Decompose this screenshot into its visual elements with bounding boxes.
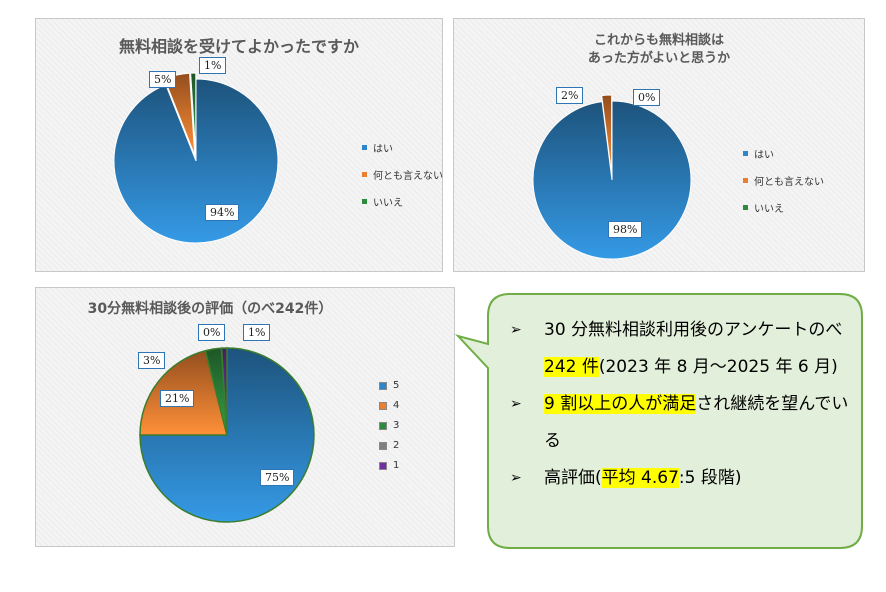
data-label-2: 0% [198, 324, 226, 341]
arrowhead-bullet-icon: ➢ [510, 396, 522, 412]
pie-chart [532, 94, 692, 260]
data-label-yes: 94% [205, 204, 240, 221]
callout-item: ➢ 高評価(平均 4.67:5 段階) [510, 460, 850, 497]
legend-label: 何とも言えない [373, 171, 443, 182]
chart-panel-continuation: これからも無料相談は あった方がよいと思うか 98% 2% 0% はい 何とも言… [453, 18, 865, 272]
legend-item: はい [362, 140, 443, 155]
chart-title: 30分無料相談後の評価（のべ242件） [87, 301, 333, 317]
legend-item: はい [743, 146, 824, 161]
legend-item: 2 [379, 440, 399, 451]
legend-item: いいえ [743, 200, 824, 215]
legend-item: 3 [379, 420, 399, 431]
data-label-5: 75% [260, 469, 295, 486]
legend-item: 何とも言えない [362, 167, 443, 182]
pie-slice-はい [113, 78, 279, 244]
callout-item-text: 30 分無料相談利用後のアンケートのべ 242 件(2023 年 8 月～202… [544, 320, 843, 377]
data-label-yes: 98% [608, 221, 643, 238]
pie-chart [113, 72, 279, 244]
data-label-no: 0% [633, 89, 661, 106]
chart-title-line-1: これからも無料相談は [593, 33, 724, 48]
legend-item: 5 [379, 380, 399, 391]
legend-label: 4 [393, 400, 400, 411]
chart-panel-satisfaction: 無料相談を受けてよかったですか 94% 5% 1% はい 何とも言えない いいえ [35, 18, 443, 272]
callout-item: ➢ 30 分無料相談利用後のアンケートのべ 242 件(2023 年 8 月～2… [510, 312, 850, 386]
legend: はい 何とも言えない いいえ [743, 146, 824, 227]
data-label-neutral: 5% [149, 71, 177, 88]
legend-label: 何とも言えない [754, 177, 824, 188]
legend-item: いいえ [362, 194, 443, 209]
pie-slice-1 [220, 347, 228, 436]
legend-item: 4 [379, 400, 399, 411]
legend-label: はい [373, 144, 393, 155]
callout-item-text: 9 割以上の人が満足され継続を望んでいる [544, 394, 849, 451]
data-label-no: 1% [199, 57, 227, 74]
pie-slice-いいえ [190, 72, 197, 156]
arrowhead-bullet-icon: ➢ [510, 322, 522, 338]
legend-label: いいえ [754, 204, 784, 215]
legend-label: いいえ [373, 198, 403, 209]
legend: はい 何とも言えない いいえ [362, 140, 443, 221]
callout-text: ➢ 30 分無料相談利用後のアンケートのべ 242 件(2023 年 8 月～2… [510, 312, 850, 497]
chart-title: 無料相談を受けてよかったですか [118, 37, 359, 56]
data-label-3: 3% [138, 352, 166, 369]
arrowhead-bullet-icon: ➢ [510, 470, 522, 486]
legend-label: 3 [393, 420, 400, 431]
legend-label: 5 [393, 380, 400, 391]
callout-item: ➢ 9 割以上の人が満足され継続を望んでいる [510, 386, 850, 460]
callout-item-text: 高評価(平均 4.67:5 段階) [544, 468, 742, 488]
legend-item: 何とも言えない [743, 173, 824, 188]
legend: 5 4 3 2 1 [379, 380, 399, 480]
legend-label: 1 [393, 460, 400, 471]
data-label-neutral: 2% [556, 87, 584, 104]
legend-label: はい [754, 150, 774, 161]
legend-item: 1 [379, 460, 399, 471]
data-label-4: 21% [160, 390, 195, 407]
pie-slice-何とも言えない [601, 94, 613, 175]
legend-label: 2 [393, 440, 400, 451]
chart-panel-rating: 30分無料相談後の評価（のべ242件） 75% 21% 3% 0% 1% 5 4… [35, 287, 455, 547]
data-label-1: 1% [243, 324, 271, 341]
chart-title-line-2: あった方がよいと思うか [587, 51, 731, 66]
